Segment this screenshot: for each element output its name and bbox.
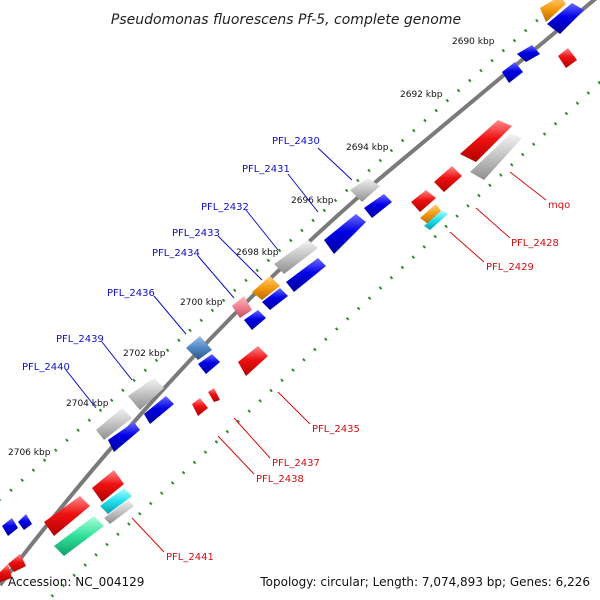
genome-backbone	[0, 0, 598, 587]
gene-arrow[interactable]	[420, 204, 442, 224]
gene-label[interactable]: PFL_2437	[272, 458, 320, 469]
gene-arrow[interactable]	[18, 514, 32, 530]
gene-features	[0, 0, 584, 582]
gene-arrow[interactable]	[104, 500, 134, 524]
gene-label[interactable]: PFL_2430	[272, 136, 320, 147]
gene-arrow[interactable]	[238, 346, 268, 376]
gene-arrow[interactable]	[2, 518, 18, 536]
leader-line	[65, 369, 97, 409]
leader-line	[101, 341, 133, 381]
gene-arrow[interactable]	[100, 488, 132, 514]
tick-label: 2696 kbp	[291, 196, 334, 206]
leader-line	[277, 391, 311, 425]
leader-line	[217, 435, 255, 475]
label-leader-lines	[65, 147, 547, 553]
gene-label[interactable]: mqo	[548, 200, 570, 211]
gene-arrow[interactable]	[460, 120, 512, 162]
tick-row-inner	[48, 80, 600, 600]
tick-label: 2706 kbp	[8, 448, 51, 458]
gene-label[interactable]: PFL_2432	[201, 202, 249, 213]
leader-line	[197, 255, 235, 299]
gene-arrow[interactable]	[8, 554, 26, 572]
gene-arrow[interactable]	[350, 178, 380, 202]
gene-arrow[interactable]	[208, 388, 220, 402]
tick-label: 2700 kbp	[180, 298, 223, 308]
gene-arrow[interactable]	[128, 378, 164, 410]
tick-labels: 2690 kbp 2692 kbp 2694 kbp 2696 kbp 2698…	[8, 37, 495, 458]
tick-label: 2692 kbp	[400, 90, 443, 100]
leader-line	[245, 209, 279, 251]
gene-arrow[interactable]	[411, 190, 436, 212]
gene-label[interactable]: PFL_2433	[172, 228, 220, 239]
gene-arrow[interactable]	[144, 396, 174, 424]
gene-arrow[interactable]	[186, 336, 212, 360]
gene-arrow[interactable]	[558, 48, 577, 68]
gene-arrow[interactable]	[192, 398, 208, 416]
gene-arrow[interactable]	[244, 310, 266, 330]
gene-label[interactable]: PFL_2435	[312, 424, 360, 435]
leader-line	[153, 295, 187, 335]
gene-arrow[interactable]	[232, 296, 252, 318]
gene-arrow[interactable]	[502, 62, 523, 83]
tick-label: 2702 kbp	[123, 349, 166, 359]
gene-label[interactable]: PFL_2428	[511, 238, 559, 249]
tick-label: 2704 kbp	[66, 399, 109, 409]
gene-label[interactable]: PFL_2429	[486, 262, 534, 273]
gene-label[interactable]: PFL_2431	[242, 164, 290, 175]
gene-label[interactable]: PFL_2441	[166, 552, 214, 563]
tick-label: 2690 kbp	[452, 37, 495, 47]
genome-summary: Topology: circular; Length: 7,074,893 bp…	[259, 575, 590, 589]
gene-arrow[interactable]	[252, 276, 280, 300]
tick-label: 2698 kbp	[236, 248, 279, 258]
gene-arrow[interactable]	[96, 408, 132, 440]
leader-line	[131, 517, 165, 553]
map-title: Pseudomonas fluorescens Pf-5, complete g…	[111, 12, 461, 28]
gene-label[interactable]: PFL_2440	[22, 362, 70, 373]
leader-line	[217, 235, 263, 281]
tick-label: 2694 kbp	[346, 143, 389, 153]
leader-line	[317, 147, 353, 181]
gene-arrow[interactable]	[44, 496, 90, 536]
gene-label[interactable]: PFL_2439	[56, 334, 104, 345]
gene-arrow[interactable]	[547, 3, 584, 34]
gene-label[interactable]: PFL_2434	[152, 248, 200, 259]
gene-labels-bottom: mqo PFL_2428 PFL_2429 PFL_2435 PFL_2437 …	[166, 200, 570, 563]
gene-arrow[interactable]	[286, 258, 326, 292]
gene-arrow[interactable]	[274, 240, 318, 274]
gene-arrow[interactable]	[108, 422, 140, 452]
gene-label[interactable]: PFL_2436	[107, 288, 155, 299]
gene-arrow[interactable]	[0, 564, 12, 582]
gene-arrow[interactable]	[470, 134, 522, 180]
gene-label[interactable]: PFL_2438	[256, 474, 304, 485]
gene-arrow[interactable]	[434, 166, 462, 192]
gene-arrow[interactable]	[262, 288, 288, 310]
leader-line	[509, 171, 547, 201]
gene-labels-top: PFL_2430 PFL_2431 PFL_2432 PFL_2433 PFL_…	[22, 136, 320, 373]
leader-line	[287, 173, 319, 213]
leader-line	[233, 417, 271, 459]
gene-arrow[interactable]	[324, 214, 366, 254]
gene-arrow[interactable]	[364, 194, 392, 218]
gene-arrow[interactable]	[517, 45, 540, 62]
gene-arrow[interactable]	[92, 470, 124, 502]
gene-arrow[interactable]	[54, 516, 104, 556]
leader-line	[449, 231, 485, 263]
tick-row-outer	[0, 0, 561, 502]
gene-arrow[interactable]	[540, 0, 566, 22]
leader-line	[475, 207, 511, 239]
gene-arrow[interactable]	[198, 354, 220, 374]
gene-arrow[interactable]	[424, 210, 448, 230]
accession-label: Accession: NC_004129	[8, 575, 144, 589]
